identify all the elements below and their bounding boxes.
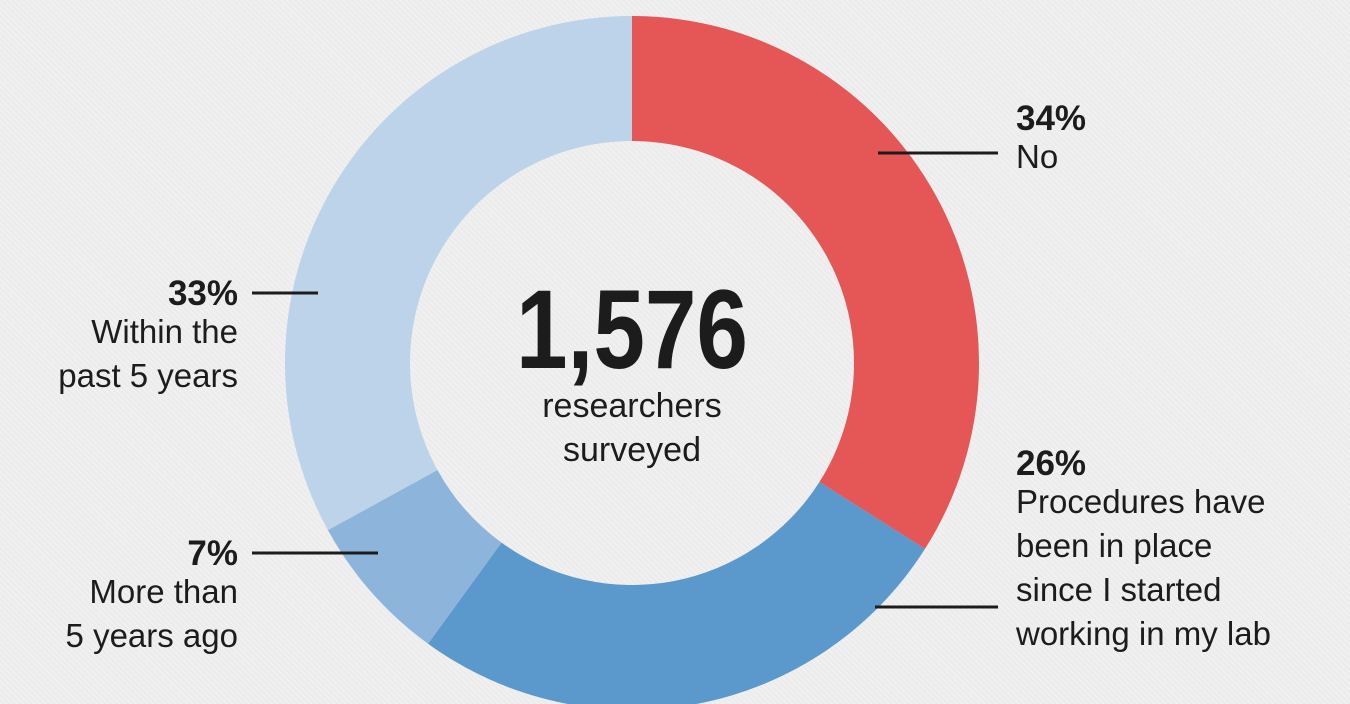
slice-percent-label-2: 7% bbox=[187, 534, 238, 573]
slice-category-label-1-line-3: working in my lab bbox=[1015, 615, 1271, 652]
slice-category-label-1-line-0: Procedures have bbox=[1016, 483, 1265, 520]
slice-category-label-3-line-1: past 5 years bbox=[58, 357, 238, 394]
center-caption-line-2: surveyed bbox=[563, 431, 701, 469]
slice-category-label-2-line-1: 5 years ago bbox=[66, 617, 238, 654]
slice-percent-label-0: 34% bbox=[1016, 99, 1086, 138]
slice-category-label-0-line-0: No bbox=[1016, 138, 1058, 175]
slice-category-label-3-line-0: Within the bbox=[91, 313, 238, 350]
slice-category-label-1-line-1: been in place bbox=[1016, 527, 1212, 564]
slice-1 bbox=[428, 482, 925, 704]
slice-category-label-2-line-0: More than bbox=[89, 573, 238, 610]
slice-percent-label-1: 26% bbox=[1016, 444, 1086, 483]
total-respondents-value: 1,576 bbox=[516, 267, 748, 392]
center-caption-line-1: researchers bbox=[542, 387, 722, 425]
slice-category-label-1-line-2: since I started bbox=[1016, 571, 1221, 608]
slice-percent-label-3: 33% bbox=[168, 274, 238, 313]
